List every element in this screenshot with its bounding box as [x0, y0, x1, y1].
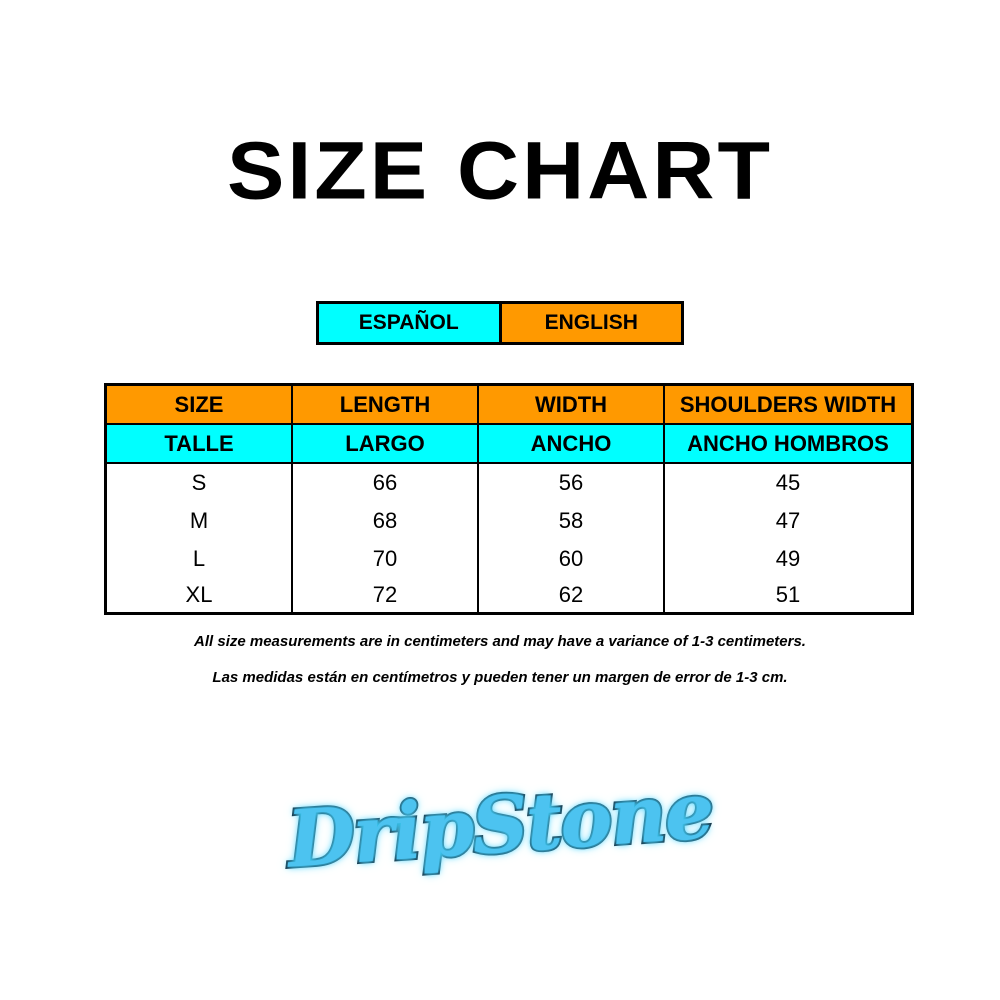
page-title: SIZE CHART: [227, 125, 773, 217]
header-shoulders-width: SHOULDERS WIDTH: [663, 384, 914, 425]
logo-text: DripStone: [283, 763, 718, 887]
header-ancho-hombros: ANCHO HOMBROS: [663, 424, 914, 464]
language-legend: ESPAÑOL ENGLISH: [316, 301, 684, 345]
cell-length: 68: [291, 502, 479, 540]
cell-width: 60: [477, 540, 665, 578]
table-row: XL 72 62 51: [104, 578, 914, 614]
cell-size: M: [104, 502, 293, 540]
cell-length: 66: [291, 463, 479, 502]
brand-logo: DripStone: [283, 763, 718, 887]
header-ancho: ANCHO: [477, 424, 665, 464]
size-table: SIZE LENGTH WIDTH SHOULDERS WIDTH TALLE …: [104, 383, 914, 615]
cell-length: 70: [291, 540, 479, 578]
cell-size: L: [104, 540, 293, 578]
cell-size: XL: [104, 578, 293, 614]
cell-width: 62: [477, 578, 665, 614]
cell-shoulders: 51: [663, 578, 914, 614]
table-row: M 68 58 47: [104, 502, 914, 540]
cell-length: 72: [291, 578, 479, 614]
header-largo: LARGO: [291, 424, 479, 464]
legend-spanish: ESPAÑOL: [319, 304, 502, 342]
header-row-spanish: TALLE LARGO ANCHO ANCHO HOMBROS: [104, 424, 914, 464]
cell-width: 58: [477, 502, 665, 540]
note-english: All size measurements are in centimeters…: [194, 633, 806, 650]
table-row: L 70 60 49: [104, 540, 914, 578]
cell-shoulders: 49: [663, 540, 914, 578]
header-row-english: SIZE LENGTH WIDTH SHOULDERS WIDTH: [104, 384, 914, 425]
header-width: WIDTH: [477, 384, 665, 425]
header-length: LENGTH: [291, 384, 479, 425]
note-spanish: Las medidas están en centímetros y puede…: [212, 669, 788, 686]
header-size: SIZE: [104, 384, 293, 425]
cell-shoulders: 47: [663, 502, 914, 540]
table-row: S 66 56 45: [104, 463, 914, 502]
legend-english: ENGLISH: [501, 304, 681, 342]
header-talle: TALLE: [104, 424, 293, 464]
cell-shoulders: 45: [663, 463, 914, 502]
cell-width: 56: [477, 463, 665, 502]
cell-size: S: [104, 463, 293, 502]
